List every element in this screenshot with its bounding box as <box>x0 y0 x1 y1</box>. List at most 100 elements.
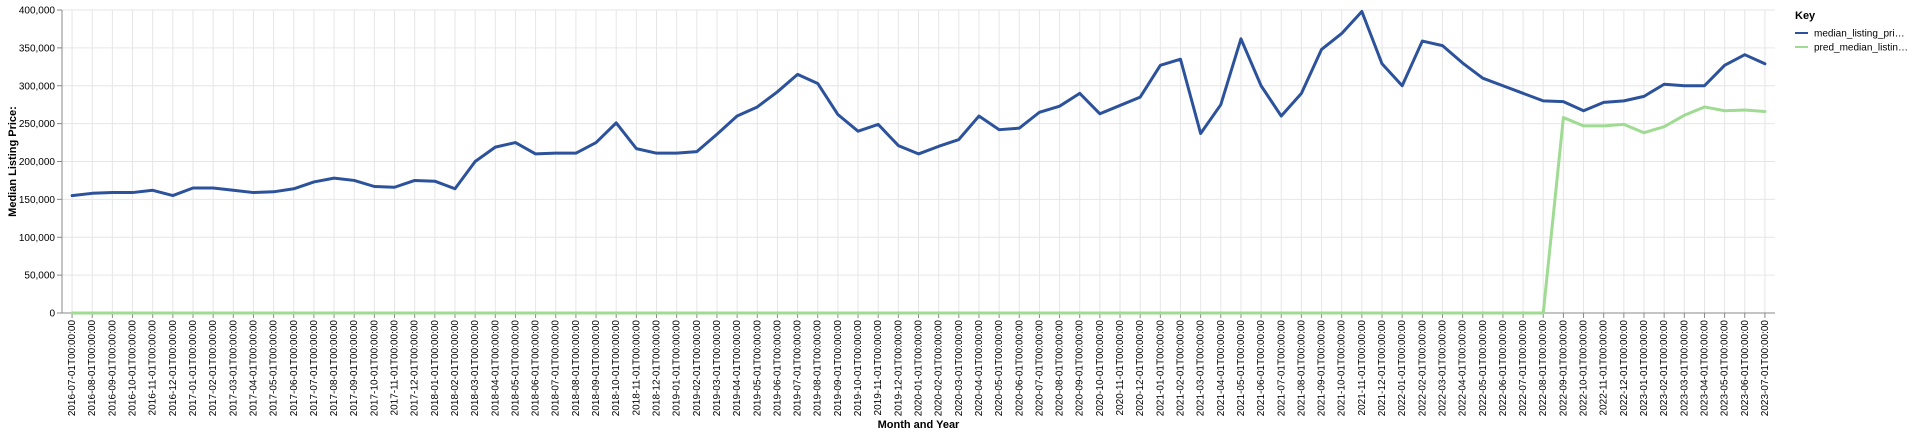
x-tick-label: 2018-12-01T00:00:00 <box>652 320 663 417</box>
x-tick-label: 2021-07-01T00:00:00 <box>1276 320 1287 417</box>
x-tick-label: 2019-04-01T00:00:00 <box>732 320 743 417</box>
x-tick-label: 2018-04-01T00:00:00 <box>490 320 501 417</box>
x-tick-label: 2022-07-01T00:00:00 <box>1518 320 1529 417</box>
x-tick-label: 2017-01-01T00:00:00 <box>188 320 199 417</box>
y-tick-label: 250,000 <box>19 119 56 130</box>
x-tick-label: 2018-06-01T00:00:00 <box>531 320 542 417</box>
x-tick-label: 2022-09-01T00:00:00 <box>1558 320 1569 417</box>
x-tick-label: 2016-12-01T00:00:00 <box>168 320 179 417</box>
x-tick-label: 2020-07-01T00:00:00 <box>1034 320 1045 417</box>
x-tick-label: 2020-02-01T00:00:00 <box>934 320 945 417</box>
x-axis-title: Month and Year <box>878 419 960 431</box>
x-tick-label: 2017-03-01T00:00:00 <box>228 320 239 417</box>
x-tick-label: 2017-06-01T00:00:00 <box>289 320 300 417</box>
y-tick-label: 50,000 <box>24 271 55 282</box>
x-tick-label: 2018-05-01T00:00:00 <box>510 320 521 417</box>
y-tick-label: 350,000 <box>19 43 56 54</box>
x-tick-label: 2016-11-01T00:00:00 <box>148 320 159 416</box>
x-tick-label: 2019-11-01T00:00:00 <box>873 320 884 416</box>
x-tick-label: 2022-12-01T00:00:00 <box>1619 320 1630 417</box>
x-tick-label: 2018-11-01T00:00:00 <box>631 320 642 416</box>
x-tick-label: 2021-12-01T00:00:00 <box>1377 320 1388 417</box>
x-tick-label: 2022-05-01T00:00:00 <box>1478 320 1489 417</box>
x-tick-label: 2016-08-01T00:00:00 <box>87 320 98 417</box>
x-tick-label: 2021-06-01T00:00:00 <box>1256 320 1267 417</box>
x-tick-label: 2017-11-01T00:00:00 <box>390 320 401 416</box>
legend-title: Key <box>1795 10 1816 22</box>
x-tick-label: 2020-03-01T00:00:00 <box>954 320 965 417</box>
x-tick-label: 2022-01-01T00:00:00 <box>1397 320 1408 417</box>
x-tick-label: 2020-10-01T00:00:00 <box>1095 320 1106 417</box>
x-tick-label: 2021-04-01T00:00:00 <box>1216 320 1227 417</box>
x-tick-label: 2023-05-01T00:00:00 <box>1720 320 1731 417</box>
x-tick-label: 2016-07-01T00:00:00 <box>67 320 78 417</box>
x-tick-label: 2017-04-01T00:00:00 <box>248 320 259 417</box>
x-tick-label: 2021-05-01T00:00:00 <box>1236 320 1247 417</box>
x-tick-label: 2023-06-01T00:00:00 <box>1740 320 1751 417</box>
x-tick-label: 2019-05-01T00:00:00 <box>752 320 763 417</box>
x-tick-label: 2019-07-01T00:00:00 <box>793 320 804 417</box>
x-tick-label: 2020-01-01T00:00:00 <box>914 320 925 417</box>
x-tick-label: 2022-11-01T00:00:00 <box>1599 320 1610 416</box>
x-tick-label: 2019-06-01T00:00:00 <box>772 320 783 417</box>
x-tick-label: 2020-08-01T00:00:00 <box>1055 320 1066 417</box>
x-tick-label: 2019-09-01T00:00:00 <box>833 320 844 417</box>
series-group <box>70 10 1767 315</box>
x-tick-label: 2020-06-01T00:00:00 <box>1014 320 1025 417</box>
x-tick-label: 2021-02-01T00:00:00 <box>1175 320 1186 417</box>
x-tick-label: 2021-08-01T00:00:00 <box>1296 320 1307 417</box>
x-tick-label: 2017-09-01T00:00:00 <box>349 320 360 417</box>
x-tick-label: 2018-07-01T00:00:00 <box>551 320 562 417</box>
y-tick-label: 100,000 <box>19 233 56 244</box>
x-tick-label: 2021-10-01T00:00:00 <box>1337 320 1348 417</box>
x-tick-label: 2017-07-01T00:00:00 <box>309 320 320 417</box>
y-tick-label: 200,000 <box>19 157 56 168</box>
x-tick-label: 2022-08-01T00:00:00 <box>1538 320 1549 417</box>
x-tick-label: 2018-01-01T00:00:00 <box>430 320 441 417</box>
y-axis-title: Median Listing Price: <box>7 106 19 217</box>
x-tick-label: 2018-08-01T00:00:00 <box>571 320 582 417</box>
x-tick-label: 2022-03-01T00:00:00 <box>1437 320 1448 417</box>
series-line-1 <box>70 10 1767 198</box>
y-axis: 0 50,000 100,000 150,000 200,000 250,000 300,0… <box>19 6 63 320</box>
x-tick-label: 2018-10-01T00:00:00 <box>611 320 622 417</box>
x-tick-label: 2020-04-01T00:00:00 <box>974 320 985 417</box>
x-tick-label: 2016-09-01T00:00:00 <box>107 320 118 417</box>
gridlines <box>62 9 1775 314</box>
x-tick-label: 2020-12-01T00:00:00 <box>1135 320 1146 417</box>
x-tick-label: 2022-06-01T00:00:00 <box>1498 320 1509 417</box>
legend-label: pred_median_listin… <box>1814 43 1908 54</box>
x-tick-label: 2019-08-01T00:00:00 <box>813 320 824 417</box>
x-tick-label: 2016-10-01T00:00:00 <box>128 320 139 417</box>
x-tick-label: 2019-02-01T00:00:00 <box>692 320 703 417</box>
x-tick-label: 2020-09-01T00:00:00 <box>1075 320 1086 417</box>
x-tick-label: 2017-05-01T00:00:00 <box>269 320 280 417</box>
x-tick-label: 2020-11-01T00:00:00 <box>1115 320 1126 416</box>
x-tick-label: 2022-04-01T00:00:00 <box>1458 320 1469 417</box>
x-tick-label: 2017-12-01T00:00:00 <box>410 320 421 417</box>
x-tick-label: 2022-10-01T00:00:00 <box>1579 320 1590 417</box>
x-tick-label: 2018-03-01T00:00:00 <box>470 320 481 417</box>
x-tick-label: 2017-08-01T00:00:00 <box>329 320 340 417</box>
legend-label: median_listing_pri… <box>1814 29 1905 40</box>
x-tick-label: 2023-03-01T00:00:00 <box>1679 320 1690 417</box>
y-tick-label: 150,000 <box>19 195 56 206</box>
y-tick-label: 0 <box>49 309 55 320</box>
x-tick-label: 2021-03-01T00:00:00 <box>1196 320 1207 417</box>
x-tick-label: 2021-01-01T00:00:00 <box>1155 320 1166 417</box>
x-tick-label: 2018-09-01T00:00:00 <box>591 320 602 417</box>
x-tick-label: 2023-04-01T00:00:00 <box>1699 320 1710 417</box>
x-tick-label: 2023-01-01T00:00:00 <box>1639 320 1650 417</box>
x-tick-label: 2019-12-01T00:00:00 <box>893 320 904 417</box>
x-tick-label: 2021-09-01T00:00:00 <box>1317 320 1328 417</box>
y-tick-label: 400,000 <box>19 6 56 17</box>
x-tick-label: 2021-11-01T00:00:00 <box>1357 320 1368 416</box>
x-tick-label: 2018-02-01T00:00:00 <box>450 320 461 417</box>
x-tick-label: 2017-02-01T00:00:00 <box>208 320 219 417</box>
x-tick-label: 2017-10-01T00:00:00 <box>369 320 380 417</box>
x-tick-label: 2019-01-01T00:00:00 <box>672 320 683 417</box>
x-tick-label: 2019-03-01T00:00:00 <box>712 320 723 417</box>
x-tick-label: 2022-02-01T00:00:00 <box>1417 320 1428 417</box>
legend: Key median_listing_pri… pred_median_listi… <box>1795 10 1908 54</box>
